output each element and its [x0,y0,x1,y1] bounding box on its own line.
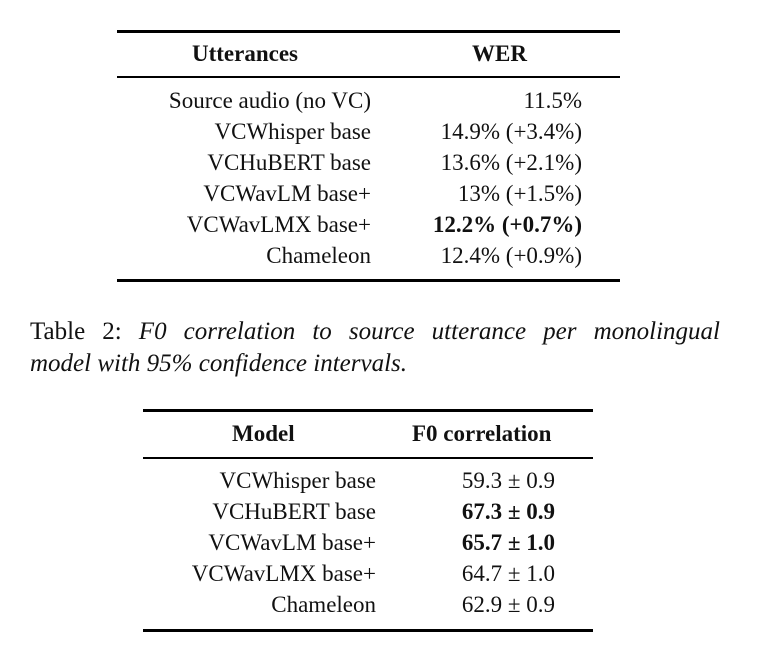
mid-rule [117,76,620,78]
wer-table: Utterances WER Source audio (no VC) 11.5%… [117,30,620,284]
bottom-rule [143,629,593,632]
row-label: VCWhisper base [214,119,372,144]
row-label: Chameleon [266,243,371,268]
header-utterances: Utterances [192,41,299,66]
mid-rule [143,457,593,459]
row-value: 11.5% [523,88,582,113]
row-value: 59.3 ± 0.9 [461,468,555,493]
row-label: VCWavLMX base+ [186,212,371,237]
row-label: Source audio (no VC) [168,88,371,113]
row-value: 12.4% (+0.9%) [440,243,582,268]
f0-correlation-table: Model F0 correlation VCWhisper base 59.3 … [143,409,593,635]
row-value: 64.7 ± 1.0 [461,561,555,586]
row-value: 12.2% (+0.7%) [432,212,582,237]
row-value: 67.3 ± 0.9 [461,499,555,524]
row-label: VCWavLM base+ [203,181,371,206]
row-label: VCWhisper base [219,468,377,493]
row-label: VCWavLMX base+ [191,561,376,586]
row-value: 13.6% (+2.1%) [440,150,582,175]
caption-line-2: model with 95% confidence intervals. [30,350,408,377]
top-rule [117,30,620,33]
row-value: 14.9% (+3.4%) [440,119,582,144]
caption-label: Table 2: [30,318,122,345]
header-wer: WER [472,41,527,66]
top-rule [143,409,593,412]
caption-line-1: F0 correlation to source utterance per m… [138,318,720,345]
table-2-caption: Table 2: F0 correlation to source uttera… [30,316,720,380]
header-f0-correlation: F0 correlation [412,421,552,446]
row-value: 62.9 ± 0.9 [461,592,555,617]
bottom-rule [117,279,620,282]
row-label: Chameleon [271,592,376,617]
row-value: 65.7 ± 1.0 [461,530,555,555]
row-label: VCWavLM base+ [208,530,376,555]
row-label: VCHuBERT base [207,150,371,175]
header-model: Model [232,421,295,446]
row-label: VCHuBERT base [212,499,376,524]
row-value: 13% (+1.5%) [457,181,582,206]
